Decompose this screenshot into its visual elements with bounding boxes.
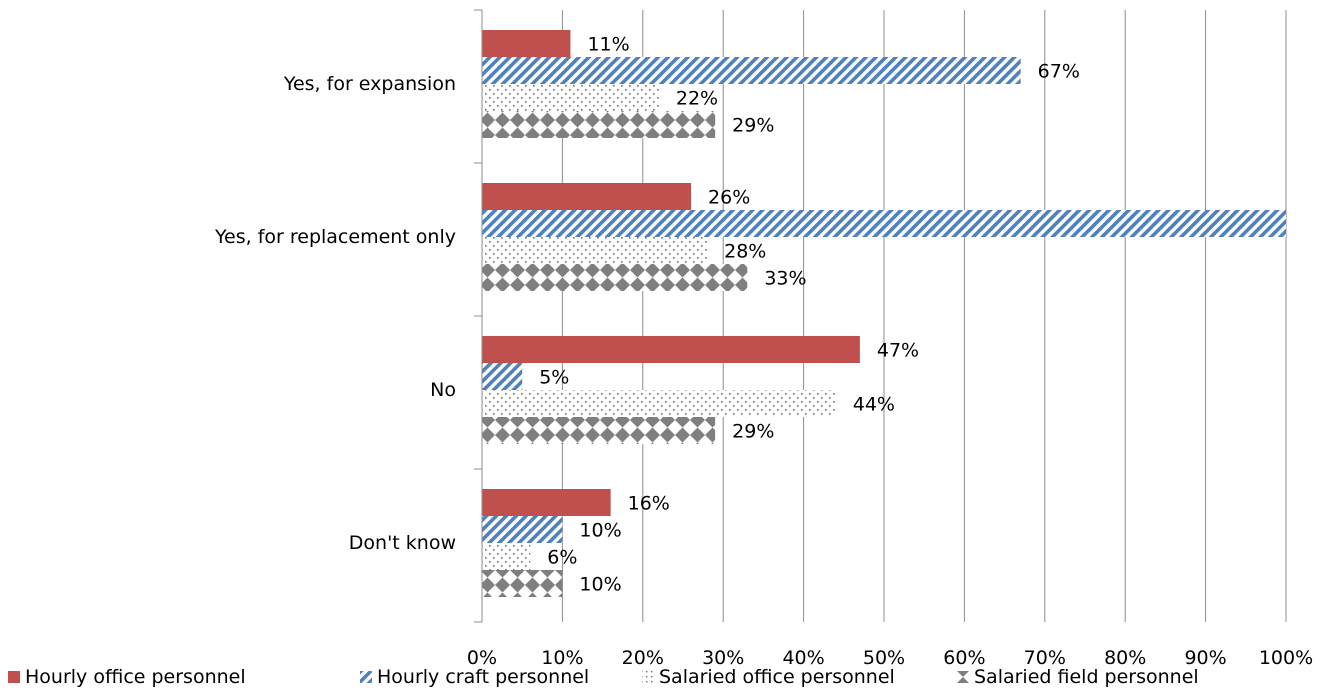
data-label: 16% xyxy=(628,493,670,515)
data-label: 33% xyxy=(764,268,806,290)
x-tick-label: 80% xyxy=(1104,647,1146,669)
bar-hourly-office-personnel-don-t-know xyxy=(482,489,611,516)
bar-hourly-craft-personnel-don-t-know xyxy=(482,516,563,543)
legend-swatch-salaried-office-personnel xyxy=(642,671,654,683)
bar-hourly-craft-personnel-yes-for-expansion xyxy=(482,57,1021,84)
bar-hourly-office-personnel-yes-for-replacement-only xyxy=(482,183,692,210)
data-label: 47% xyxy=(877,340,919,362)
bar-salaried-field-personnel-don-t-know xyxy=(482,570,563,597)
data-label: 22% xyxy=(676,88,718,110)
bar-hourly-craft-personnel-no xyxy=(482,363,523,390)
category-label-don-t-know: Don't know xyxy=(349,532,456,554)
legend-swatch-hourly-craft-personnel xyxy=(360,671,372,683)
x-tick-label: 30% xyxy=(702,647,744,669)
category-label-yes-for-replacement-only: Yes, for replacement only xyxy=(214,226,456,248)
category-label-yes-for-expansion: Yes, for expansion xyxy=(283,73,456,95)
bar-salaried-field-personnel-yes-for-expansion xyxy=(482,111,716,138)
x-tick-label: 70% xyxy=(1024,647,1066,669)
bar-salaried-field-personnel-no xyxy=(482,417,716,444)
bar-salaried-office-personnel-don-t-know xyxy=(482,543,531,570)
bar-salaried-office-personnel-yes-for-replacement-only xyxy=(482,237,708,264)
bar-salaried-field-personnel-yes-for-replacement-only xyxy=(482,264,748,291)
bar-hourly-office-personnel-yes-for-expansion xyxy=(482,30,571,57)
x-tick-label: 60% xyxy=(943,647,985,669)
x-tick-label: 50% xyxy=(863,647,905,669)
data-label: 6% xyxy=(547,547,577,569)
x-tick-label: 90% xyxy=(1184,647,1226,669)
data-label: 29% xyxy=(732,421,774,443)
data-label: 26% xyxy=(708,187,750,209)
bar-hourly-craft-personnel-yes-for-replacement-only xyxy=(482,210,1286,237)
bar-hourly-office-personnel-no xyxy=(482,336,860,363)
legend-label-hourly-craft-personnel: Hourly craft personnel xyxy=(377,666,589,688)
legend-label-salaried-office-personnel: Salaried office personnel xyxy=(659,666,895,688)
legend-swatch-hourly-office-personnel xyxy=(8,671,20,683)
x-tick-label: 0% xyxy=(467,647,497,669)
x-tick-label: 20% xyxy=(622,647,664,669)
x-tick-label: 10% xyxy=(541,647,583,669)
x-tick-label: 40% xyxy=(782,647,824,669)
data-label: 10% xyxy=(579,574,621,596)
bar-salaried-office-personnel-yes-for-expansion xyxy=(482,84,659,111)
bar-salaried-office-personnel-no xyxy=(482,390,836,417)
legend-swatch-salaried-field-personnel xyxy=(957,671,969,683)
data-label: 10% xyxy=(579,520,621,542)
data-label: 67% xyxy=(1038,61,1080,83)
x-tick-label: 100% xyxy=(1259,647,1313,669)
data-label: 44% xyxy=(853,394,895,416)
category-label-no: No xyxy=(430,379,456,401)
data-label: 11% xyxy=(587,34,629,56)
legend-label-hourly-office-personnel: Hourly office personnel xyxy=(25,666,246,688)
data-label: 28% xyxy=(724,241,766,263)
legend-label-salaried-field-personnel: Salaried field personnel xyxy=(974,666,1199,688)
data-label: 5% xyxy=(539,367,569,389)
data-label: 29% xyxy=(732,115,774,137)
